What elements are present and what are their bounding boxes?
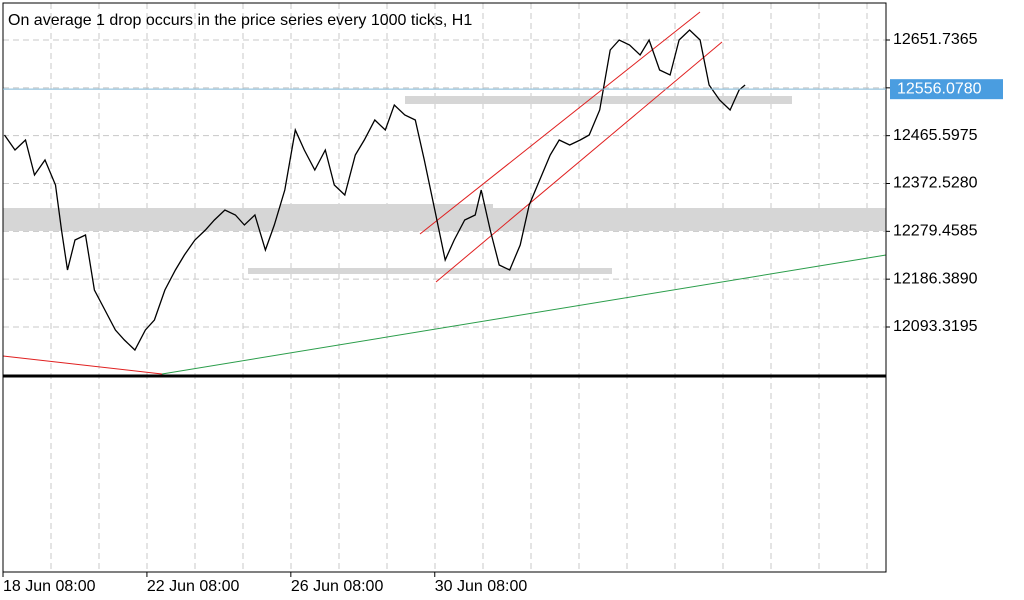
drawn-objects xyxy=(2,11,887,375)
plot-frame xyxy=(2,2,887,573)
x-tick-label: 30 Jun 08:00 xyxy=(435,578,528,595)
zone xyxy=(405,96,792,104)
current-price-label: 12556.0780 xyxy=(897,80,982,97)
price-series xyxy=(3,29,746,352)
price-line xyxy=(3,29,746,352)
y-tick-label: 12186.3890 xyxy=(893,270,978,287)
x-tick-label: 22 Jun 08:00 xyxy=(147,578,240,595)
trend-line xyxy=(2,355,163,375)
y-tick-label: 12651.7365 xyxy=(893,31,978,48)
zone xyxy=(3,208,886,231)
channel-line xyxy=(435,41,723,283)
y-tick-label: 12372.5280 xyxy=(893,175,978,192)
zone xyxy=(248,268,612,274)
current-price-box xyxy=(890,79,1003,100)
trend-line xyxy=(161,254,887,375)
zone xyxy=(280,204,493,211)
x-tick-label: 26 Jun 08:00 xyxy=(291,578,384,595)
chart-title: On average 1 drop occurs in the price se… xyxy=(8,12,472,29)
channel-line xyxy=(419,11,701,235)
x-tick-label: 18 Jun 08:00 xyxy=(3,578,96,595)
y-tick-label: 12279.4585 xyxy=(893,223,978,240)
y-tick-label: 12465.5975 xyxy=(893,127,978,144)
y-tick-label: 12093.3195 xyxy=(893,318,978,335)
